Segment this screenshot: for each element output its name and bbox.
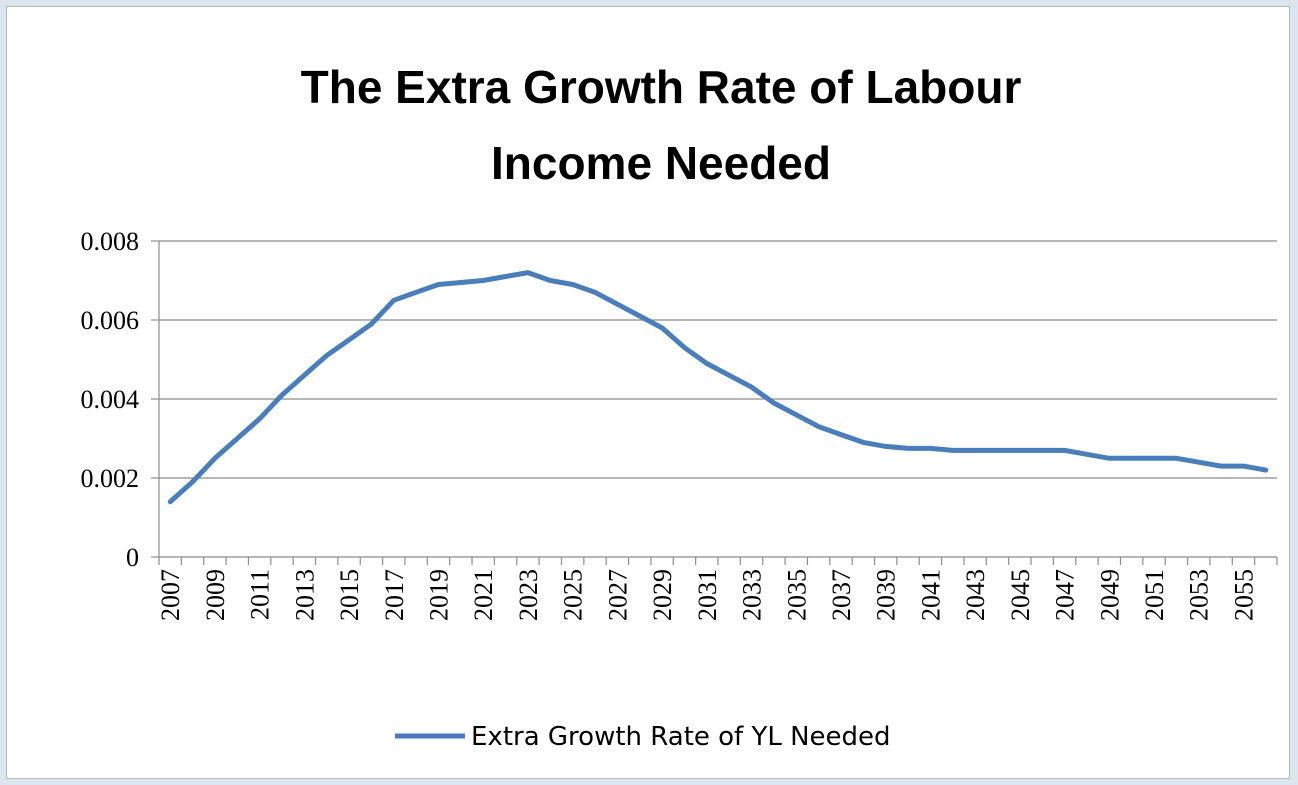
gridlines [159, 240, 1277, 479]
x-tick-label: 2031 [693, 569, 722, 621]
x-tick-label: 2047 [1051, 569, 1080, 621]
series-line-0 [167, 270, 1269, 505]
x-tick-label: 2043 [961, 569, 990, 621]
x-tick-label: 2011 [246, 569, 275, 620]
chart-title-line-2: Income Needed [491, 137, 831, 189]
x-tick-label: 2015 [335, 569, 364, 621]
x-tick-label: 2021 [469, 569, 498, 621]
x-tick-label: 2035 [782, 569, 811, 621]
x-tick-label: 2049 [1095, 569, 1124, 621]
line-chart: The Extra Growth Rate of Labour Income N… [81, 61, 1278, 752]
x-tick-label: 2025 [559, 569, 588, 621]
x-tick-label: 2013 [290, 569, 319, 621]
x-tick-label: 2041 [916, 569, 945, 621]
y-tick-label: 0.002 [81, 464, 140, 493]
x-tick-label: 2055 [1229, 569, 1258, 621]
x-tick-label: 2023 [514, 569, 543, 621]
series-layer [167, 270, 1269, 505]
chart-title-line-1: The Extra Growth Rate of Labour [301, 61, 1022, 113]
y-axis-ticks: 0 0.002 0.004 0.006 0.008 [81, 227, 159, 572]
x-tick-label: 2045 [1006, 569, 1035, 621]
y-tick-label: 0.006 [81, 306, 140, 335]
legend-label: Extra Growth Rate of YL Needed [471, 722, 891, 752]
y-tick-label: 0.008 [81, 227, 140, 256]
x-tick-label: 2019 [425, 569, 454, 621]
x-tick-label: 2051 [1140, 569, 1169, 621]
x-tick-label: 2007 [156, 569, 185, 621]
y-tick-label: 0 [126, 543, 139, 572]
chart-frame: The Extra Growth Rate of Labour Income N… [6, 6, 1290, 779]
x-tick-label: 2017 [380, 569, 409, 621]
x-tick-label: 2039 [872, 569, 901, 621]
x-tick-label: 2033 [738, 569, 767, 621]
legend: Extra Growth Rate of YL Needed [395, 722, 891, 752]
x-axis-ticks: 2007 2009 2011 2013 2015 2017 2019 2021 2023 2025… [156, 557, 1278, 621]
x-tick-label: 2053 [1185, 569, 1214, 621]
x-tick-label: 2037 [827, 569, 856, 621]
x-tick-label: 2027 [603, 569, 632, 621]
y-tick-label: 0.004 [81, 385, 140, 414]
x-tick-label: 2029 [648, 569, 677, 621]
x-tick-label: 2009 [201, 569, 230, 621]
